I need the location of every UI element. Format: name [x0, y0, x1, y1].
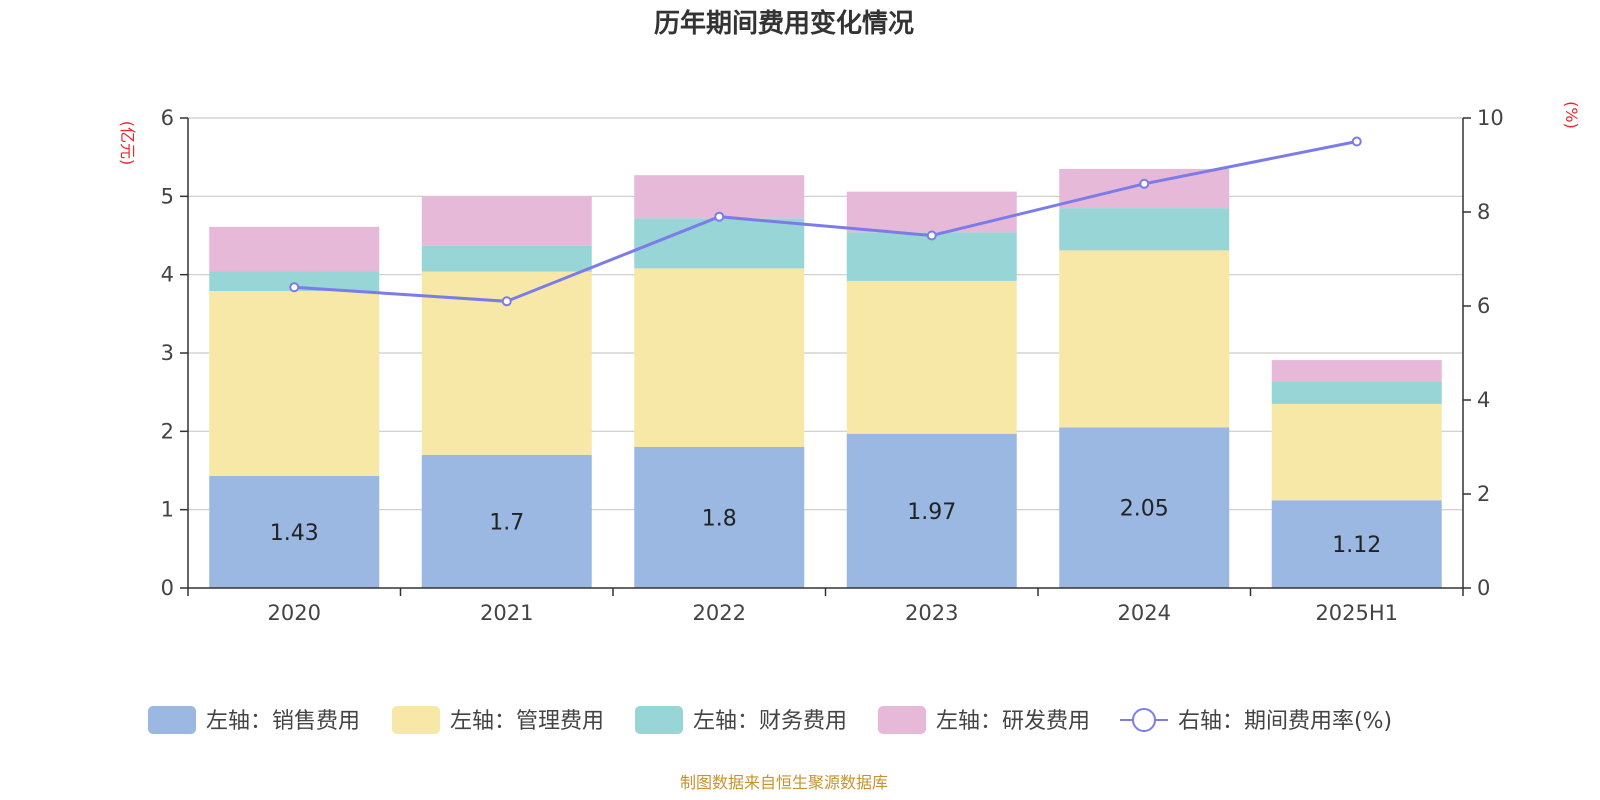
x-tick-label: 2021	[480, 601, 533, 625]
x-tick-label: 2020	[268, 601, 321, 625]
legend-label: 左轴：销售费用	[206, 709, 360, 734]
bar	[1271, 381, 1442, 404]
y-right-tick-label: 4	[1477, 388, 1490, 412]
y-left-tick-label: 2	[161, 419, 174, 443]
bar	[209, 271, 380, 292]
bar	[209, 226, 380, 272]
bar	[846, 280, 1017, 434]
legend: 左轴：销售费用 左轴：管理费用 左轴：财务费用 左轴：研发费用 右轴：期间费用率(%)	[148, 706, 1392, 734]
legend-swatch	[148, 706, 196, 734]
bar	[1059, 250, 1230, 428]
rate-point	[714, 211, 725, 222]
bar	[421, 245, 592, 272]
y-left-tick-label: 1	[161, 498, 174, 522]
y-left-tick-label: 3	[161, 341, 174, 365]
source-note: 制图数据来自恒生聚源数据库	[680, 773, 888, 792]
legend-swatch	[635, 706, 683, 734]
rate-point	[1351, 136, 1362, 147]
legend-marker	[1132, 708, 1156, 732]
bar	[1271, 500, 1442, 588]
bar	[1059, 427, 1230, 588]
bar-label: 1.7	[489, 510, 524, 535]
rate-point	[1139, 178, 1150, 189]
bar	[634, 218, 805, 269]
rate-point	[289, 282, 300, 293]
y-right-unit: (%)	[1562, 101, 1581, 129]
x-tick-label: 2022	[693, 601, 746, 625]
y-left-tick-label: 4	[161, 263, 174, 287]
bar-label: 1.8	[702, 507, 737, 532]
data-labels: 1.43 1.7 1.8 1.97 2.05 1.12	[270, 497, 1381, 558]
bar	[209, 291, 380, 476]
y-left-unit: (亿元)	[118, 121, 137, 166]
x-tick-label: 2024	[1118, 601, 1171, 625]
bar	[634, 447, 805, 588]
y-right-tick-label: 2	[1477, 482, 1490, 506]
legend-swatch	[392, 706, 440, 734]
legend-label: 左轴：管理费用	[450, 709, 604, 734]
y-left-tick-label: 0	[161, 576, 174, 600]
rate-point	[501, 296, 512, 307]
bar	[634, 175, 805, 219]
legend-label: 左轴：财务费用	[693, 709, 847, 734]
bar	[209, 475, 380, 588]
grid	[188, 117, 1463, 511]
bar	[1271, 360, 1442, 382]
chart-title: 历年期间费用变化情况	[654, 8, 914, 39]
bar	[634, 268, 805, 447]
axes: 0 1 2 3 4 5 6 0 2 4 6 8 10 2020 2021 2022 2023 2024 2025H1	[161, 106, 1504, 625]
bar	[846, 433, 1017, 588]
y-left-tick-label: 6	[161, 106, 174, 130]
bar	[846, 191, 1017, 233]
y-left-tick-label: 5	[161, 184, 174, 208]
bar-label: 2.05	[1120, 497, 1169, 522]
legend-label: 右轴：期间费用率(%)	[1178, 709, 1392, 734]
rate-line-path	[294, 140, 1358, 303]
y-right-tick-label: 10	[1477, 106, 1504, 130]
bar	[1271, 403, 1442, 501]
y-right-tick-label: 8	[1477, 200, 1490, 224]
x-tick-label: 2025H1	[1315, 601, 1398, 625]
bar	[421, 454, 592, 588]
bar-label: 1.12	[1332, 533, 1381, 558]
y-right-tick-label: 0	[1477, 576, 1490, 600]
rate-point	[926, 230, 937, 241]
bar-label: 1.97	[907, 500, 956, 525]
legend-label: 左轴：研发费用	[936, 709, 1090, 734]
legend-swatch	[878, 706, 926, 734]
bar-group	[209, 168, 1442, 588]
bar-label: 1.43	[270, 521, 319, 546]
bar	[421, 196, 592, 246]
y-right-tick-label: 6	[1477, 294, 1490, 318]
x-tick-label: 2023	[905, 601, 958, 625]
rate-line	[289, 136, 1362, 307]
bar	[1059, 208, 1230, 251]
